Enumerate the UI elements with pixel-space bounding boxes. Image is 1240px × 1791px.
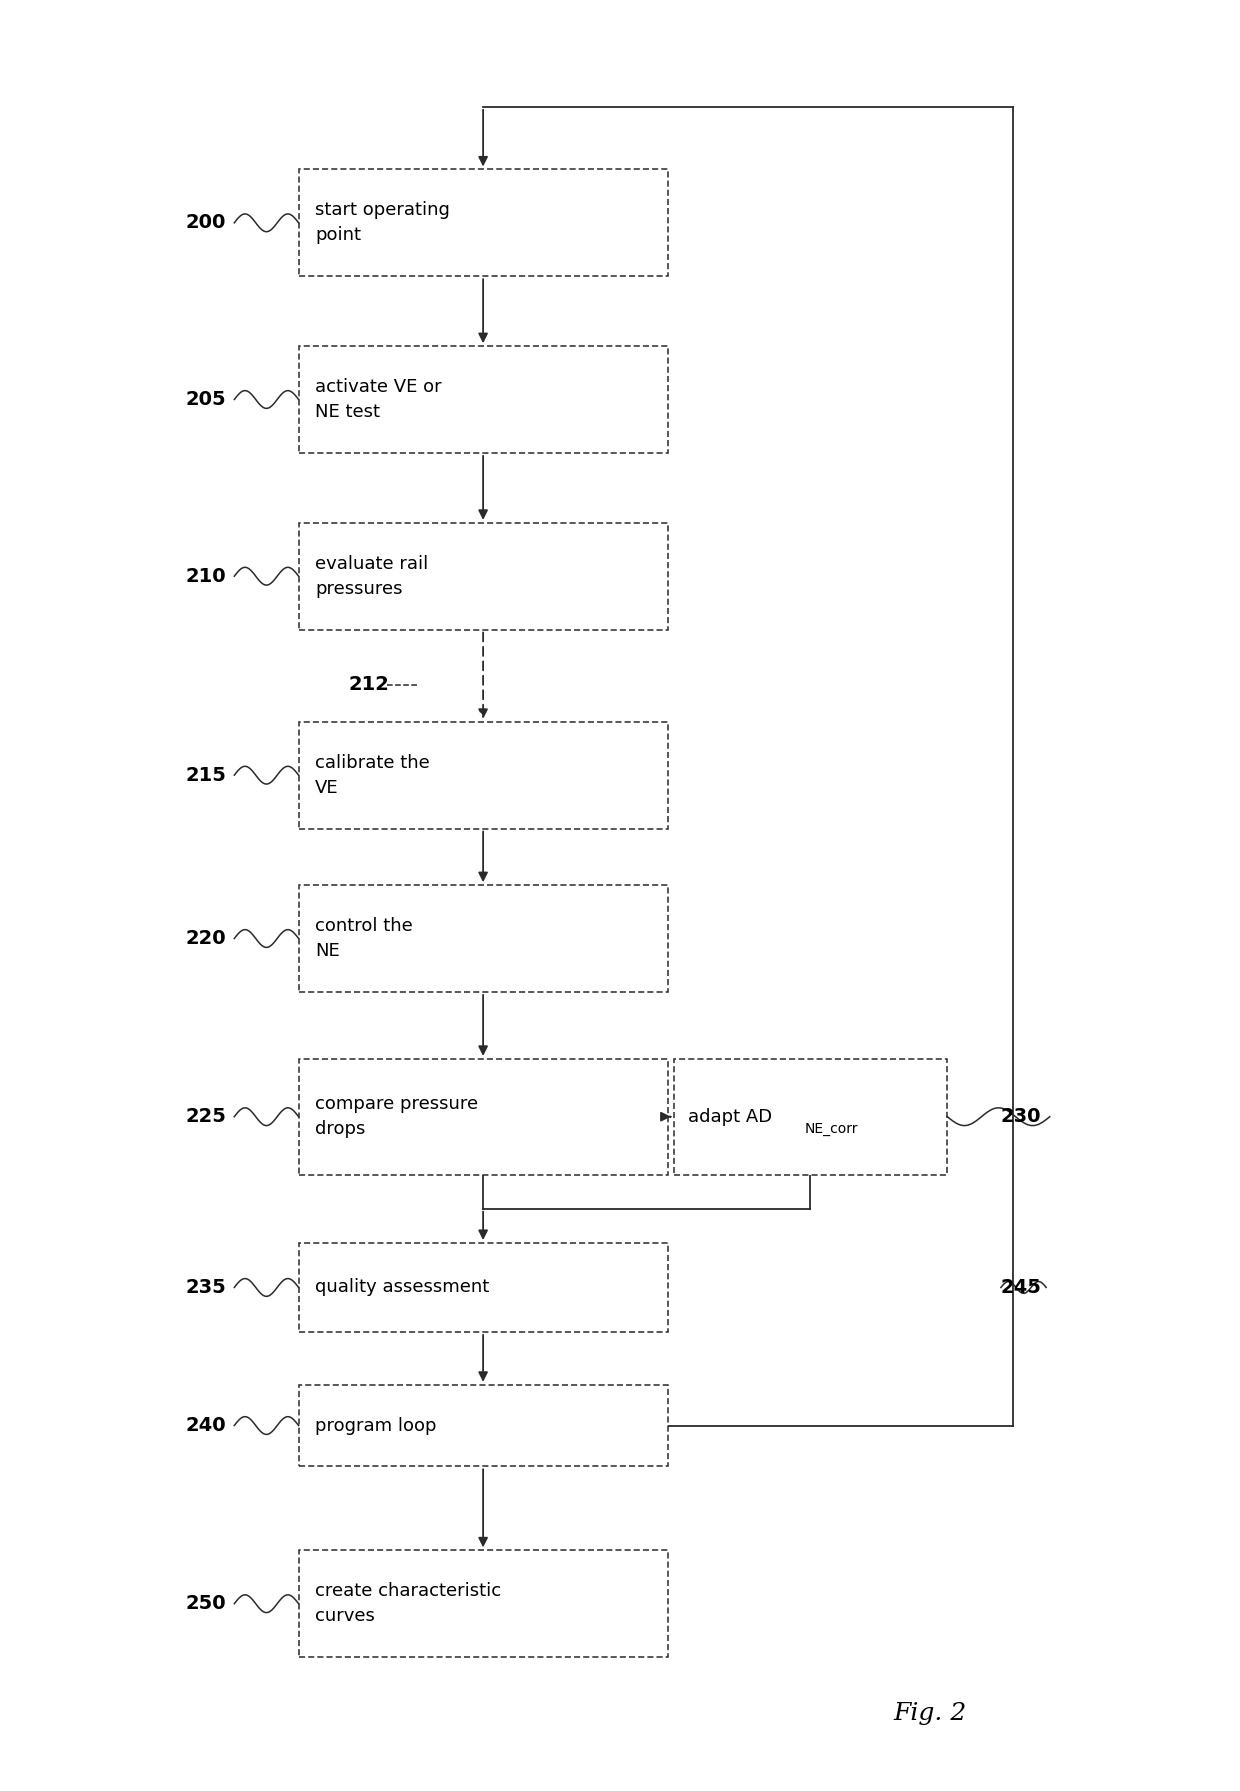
Text: calibrate the
VE: calibrate the VE — [315, 754, 430, 797]
Text: 235: 235 — [186, 1279, 226, 1297]
Text: NE_corr: NE_corr — [805, 1121, 858, 1135]
Text: 250: 250 — [186, 1594, 226, 1614]
Text: 245: 245 — [1001, 1279, 1042, 1297]
Bar — [299, 1243, 667, 1333]
Text: 210: 210 — [186, 566, 226, 586]
Bar — [299, 885, 667, 992]
Text: 212: 212 — [348, 675, 389, 695]
Bar — [299, 170, 667, 276]
Text: activate VE or
NE test: activate VE or NE test — [315, 378, 441, 421]
Text: control the
NE: control the NE — [315, 917, 413, 960]
Text: 215: 215 — [186, 767, 227, 784]
Text: start operating
point: start operating point — [315, 201, 450, 244]
Text: 205: 205 — [186, 390, 226, 408]
Text: Fig. 2: Fig. 2 — [894, 1703, 967, 1725]
Text: 230: 230 — [1001, 1107, 1042, 1127]
Text: adapt AD: adapt AD — [688, 1107, 773, 1127]
Text: program loop: program loop — [315, 1417, 436, 1435]
Text: compare pressure
drops: compare pressure drops — [315, 1094, 479, 1139]
Bar — [673, 1058, 947, 1175]
Bar — [299, 346, 667, 453]
Text: evaluate rail
pressures: evaluate rail pressures — [315, 555, 429, 598]
Text: 240: 240 — [186, 1417, 226, 1435]
Text: 225: 225 — [186, 1107, 227, 1127]
Bar — [299, 1058, 667, 1175]
Bar — [299, 1384, 667, 1467]
Text: 220: 220 — [186, 930, 226, 947]
Bar — [299, 722, 667, 829]
Text: 200: 200 — [186, 213, 226, 233]
Bar — [299, 1551, 667, 1657]
Bar — [299, 523, 667, 630]
Text: quality assessment: quality assessment — [315, 1279, 490, 1297]
Text: create characteristic
curves: create characteristic curves — [315, 1581, 501, 1624]
